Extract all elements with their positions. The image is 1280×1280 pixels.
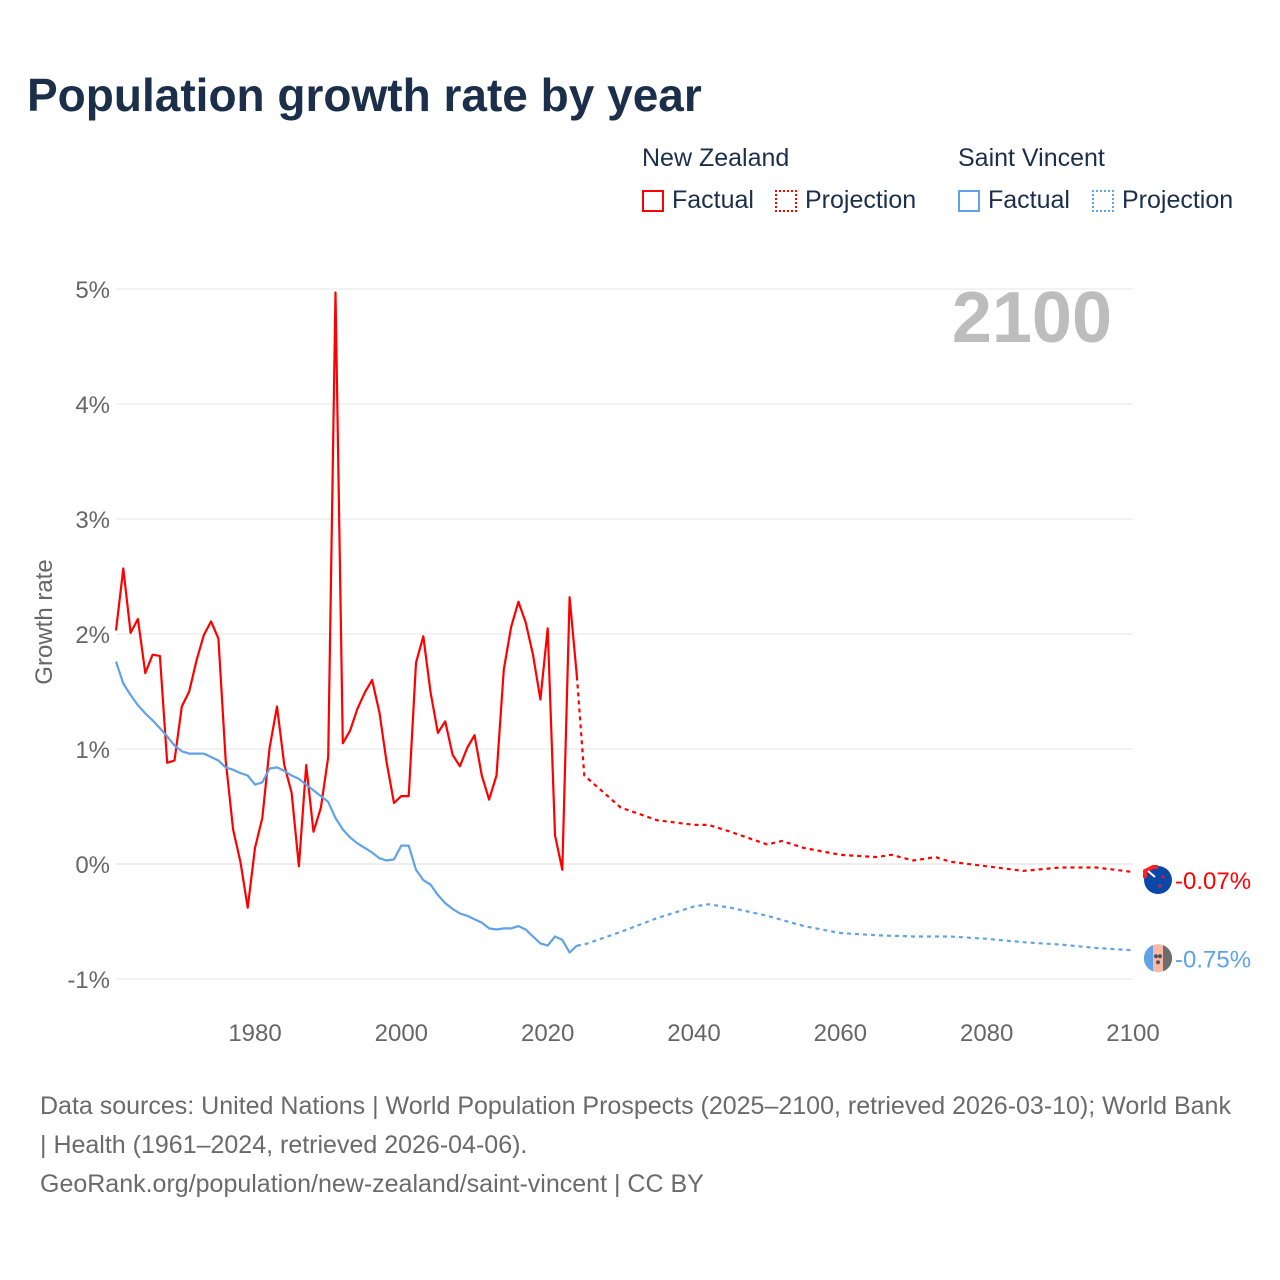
y-tick-label: 4%	[75, 392, 110, 419]
flag-diamond	[1154, 954, 1158, 959]
chart-title: Population growth rate by year	[27, 69, 702, 121]
y-tick-label: -1%	[67, 967, 110, 994]
saint-vincent-flag-icon	[1143, 944, 1173, 973]
legend-group-title: Saint Vincent	[958, 144, 1105, 172]
y-tick-label: 5%	[75, 277, 110, 304]
y-axis-ticks: 5% 4% 3% 2% 1% 0% -1%	[67, 277, 110, 994]
y-tick-label: 3%	[75, 507, 110, 534]
series-lines	[114, 291, 1134, 954]
new-zealand-projection-line	[575, 676, 1134, 874]
legend-label: Projection	[1122, 186, 1234, 214]
flag-star	[1158, 884, 1162, 888]
legend-group-title: New Zealand	[642, 144, 790, 172]
saint-vincent-factual-line	[114, 661, 578, 954]
x-tick-label: 2080	[960, 1020, 1013, 1047]
y-axis-label: Growth rate	[31, 559, 58, 684]
x-tick-label: 2100	[1106, 1020, 1159, 1047]
flag-diamond	[1158, 954, 1162, 959]
new-zealand-factual-line	[114, 291, 578, 909]
saint-vincent-projection-line	[576, 903, 1134, 952]
new-zealand-flag-icon	[1143, 865, 1172, 895]
legend-item-svg-factual[interactable]: Factual	[958, 186, 1070, 215]
flag-band-grey	[1163, 945, 1173, 972]
x-tick-label: 2020	[521, 1020, 574, 1047]
end-markers: -0.07% -0.75%	[1143, 865, 1251, 973]
y-tick-label: 1%	[75, 737, 110, 764]
legend-swatch-solid	[642, 189, 664, 212]
credit-link[interactable]: GeoRank.org/population/new-zealand/saint…	[40, 1170, 704, 1198]
gridlines	[116, 288, 1133, 980]
flag-diamond	[1156, 960, 1160, 965]
legend-swatch-dotted	[775, 189, 797, 212]
y-tick-label: 2%	[75, 622, 110, 649]
legend-item-nz-projection[interactable]: Projection	[775, 186, 916, 215]
flag-union-jack	[1143, 865, 1158, 879]
flag-stripe	[1147, 870, 1156, 878]
x-axis-ticks: 1980 2000 2020 2040 2060 2080 2100	[228, 1020, 1159, 1047]
x-tick-label: 1980	[228, 1020, 281, 1047]
x-tick-label: 2040	[667, 1020, 720, 1047]
year-display: 2100	[952, 278, 1112, 358]
legend-swatch-solid	[958, 189, 980, 212]
legend-swatch-dotted	[1092, 189, 1114, 212]
legend-item-nz-factual[interactable]: Factual	[642, 186, 754, 215]
legend-item-svg-projection[interactable]: Projection	[1092, 186, 1233, 215]
footer: Data sources: United Nations | World Pop…	[40, 1087, 1240, 1204]
data-sources: Data sources: United Nations | World Pop…	[40, 1092, 1231, 1159]
x-tick-label: 2060	[814, 1020, 867, 1047]
flag-band-blue	[1143, 945, 1153, 972]
saint-vincent-end-label: -0.75%	[1175, 946, 1251, 973]
legend-label: Projection	[805, 186, 917, 214]
new-zealand-end-label: -0.07%	[1175, 868, 1251, 895]
flag-star	[1161, 875, 1165, 879]
legend-label: Factual	[672, 186, 754, 214]
legend-label: Factual	[988, 186, 1070, 214]
x-tick-label: 2000	[375, 1020, 428, 1047]
y-tick-label: 0%	[75, 852, 110, 879]
